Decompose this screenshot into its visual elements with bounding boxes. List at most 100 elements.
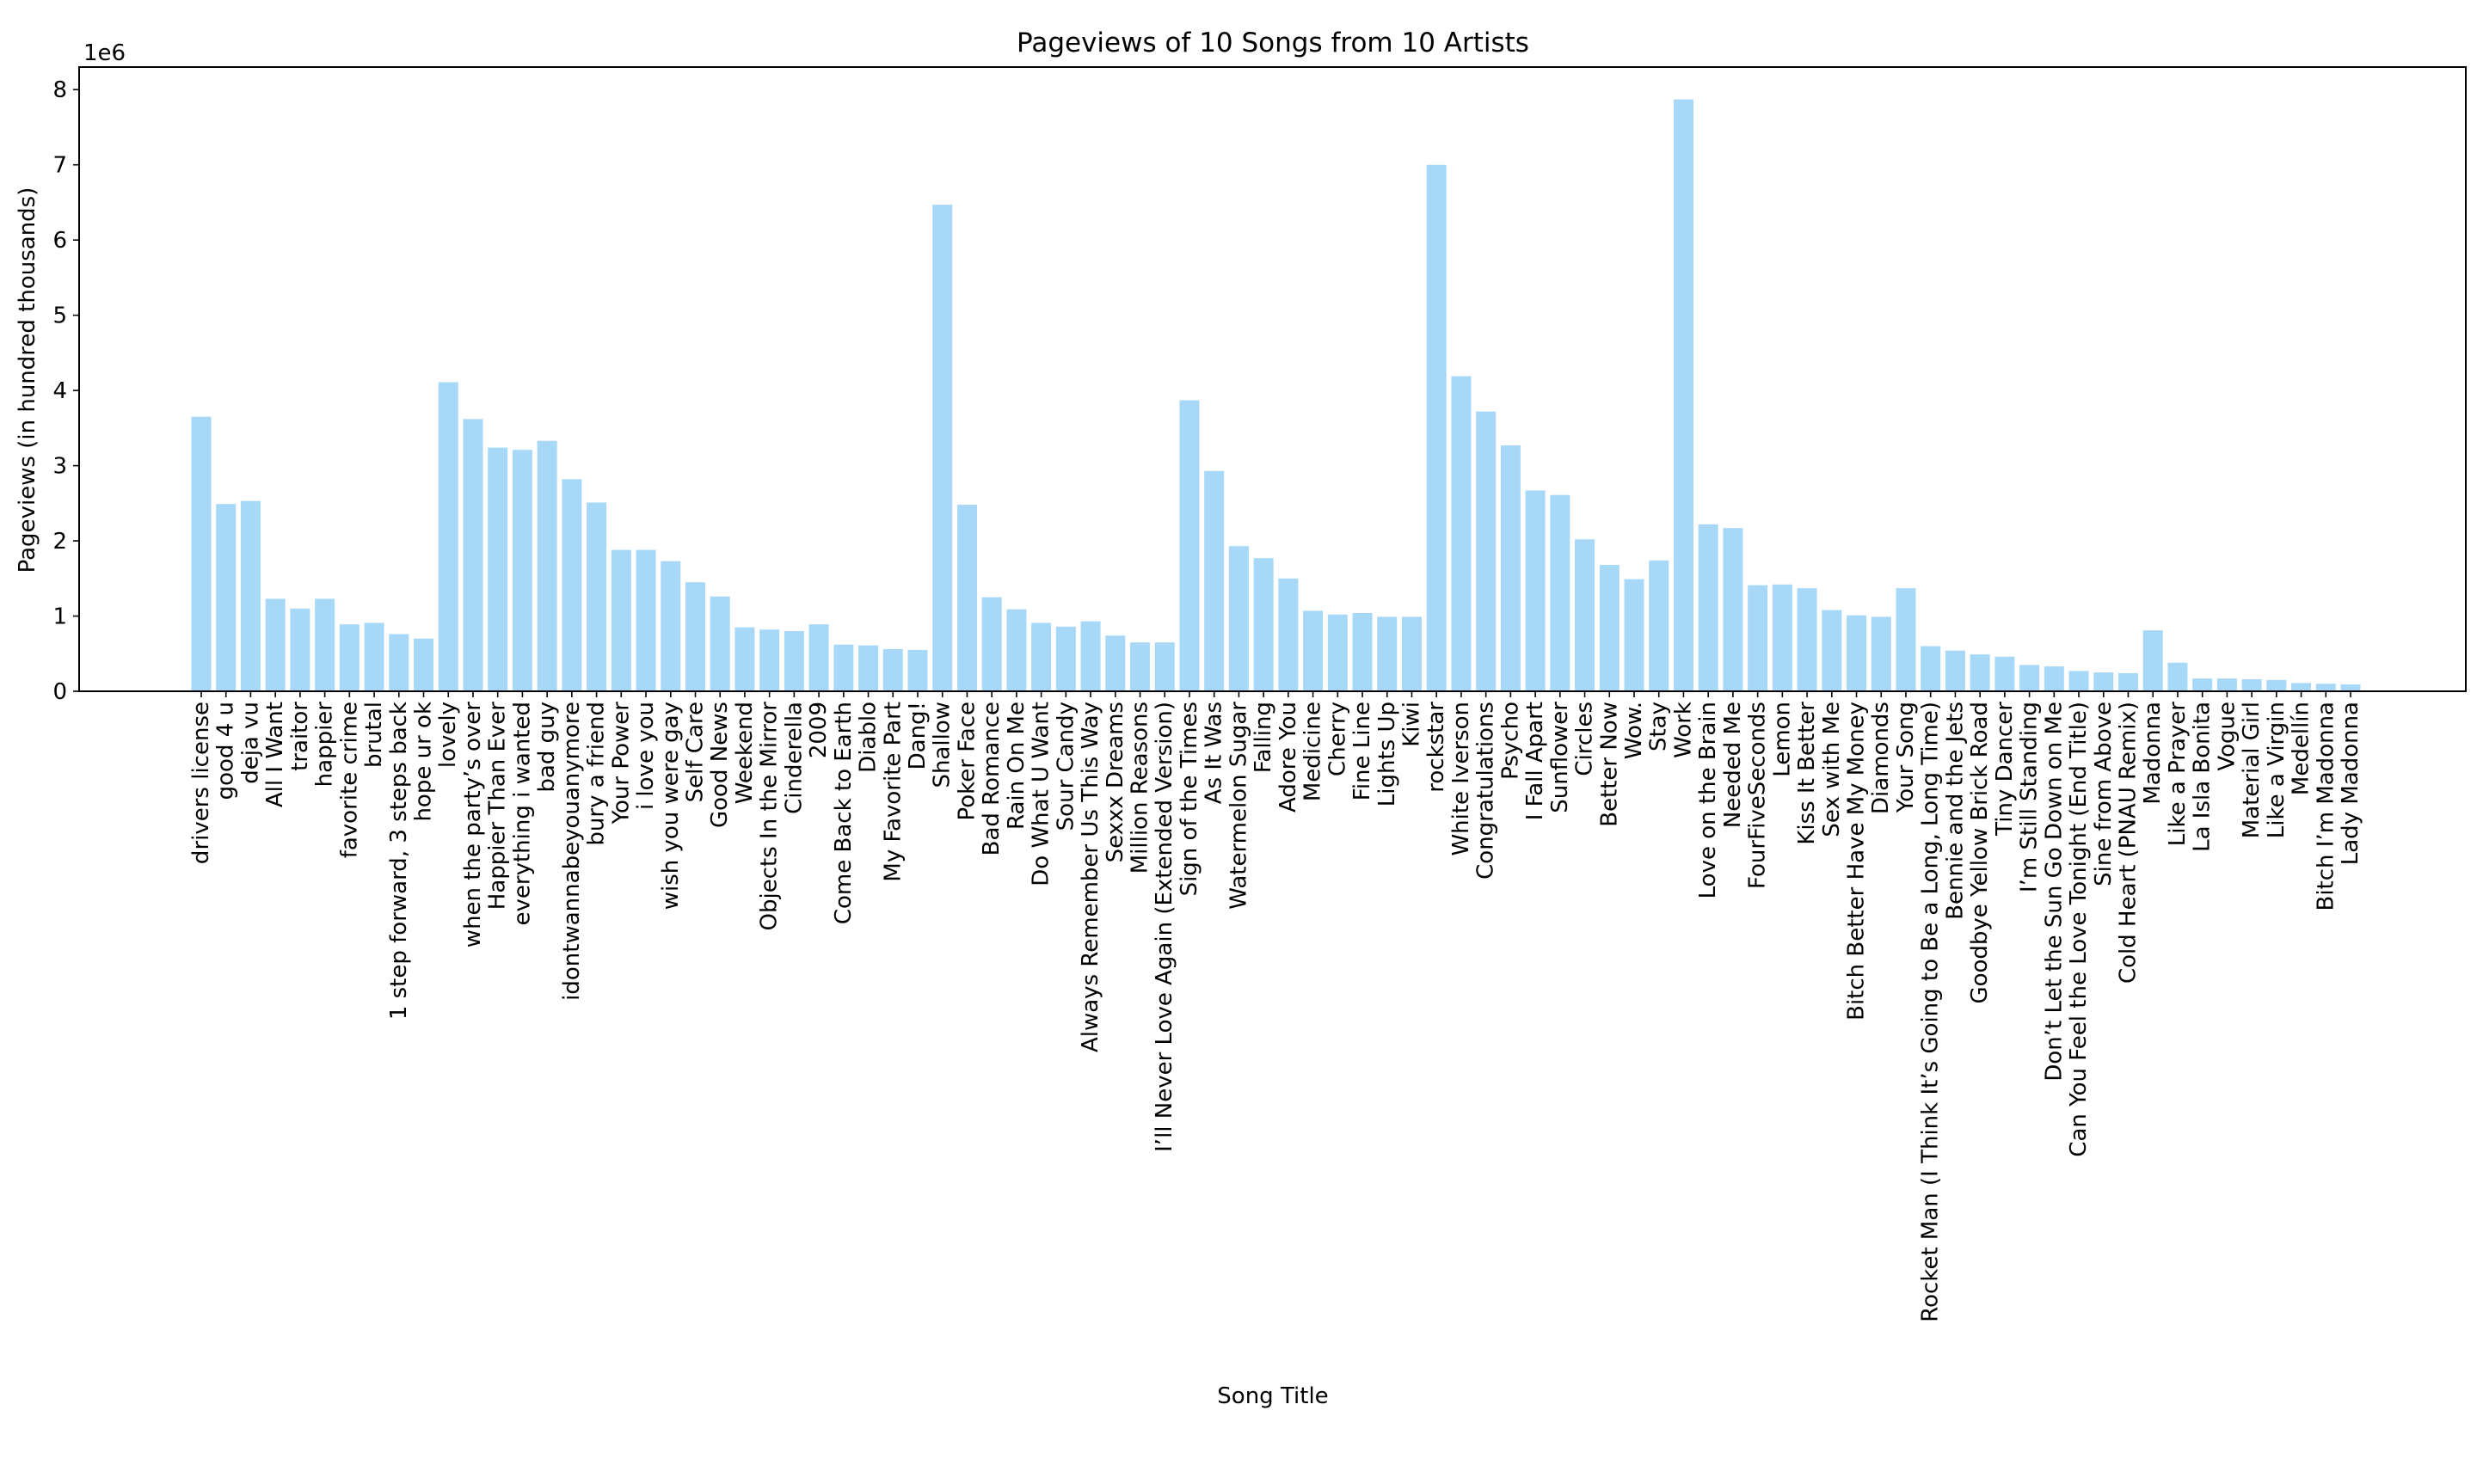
x-tick-label: wish you were gay [658,702,684,910]
x-tick-label: Adore You [1275,702,1301,813]
x-tick-label: La Isla Bonita [2190,702,2216,852]
x-tick-label: Watermelon Sugar [1226,702,1251,910]
bar [1921,646,1941,691]
x-tick-label: Your Song [1893,702,1919,813]
bar [2167,662,2188,691]
x-tick-label: Stay [1646,702,1672,751]
x-tick-label: White Iverson [1448,702,1474,856]
bar [265,598,286,691]
x-tick-label: favorite crime [336,702,362,858]
y-axis-label: Pageviews (in hundred thousands) [15,187,40,573]
bar [981,597,1002,691]
bar [414,638,434,691]
bar [1673,99,1693,692]
x-tick-label: traitor [287,702,313,771]
bar [1847,615,1867,691]
x-tick-label: I Fall Apart [1522,702,1548,820]
bar [685,582,705,691]
bar [2192,678,2213,691]
x-tick-label: good 4 u [213,702,239,800]
bar [1327,614,1348,691]
x-tick-label: As It Was [1202,702,1227,804]
bar [882,649,903,691]
bar [1575,539,1595,691]
bar [1130,642,1151,691]
x-tick-label: Rocket Man (I Think It’s Going to Be a L… [1918,702,1944,1322]
bar [636,549,656,691]
bar [1871,616,1891,691]
x-tick-label: Don’t Let the Sun Go Down on Me [2041,702,2067,1082]
x-tick-label: Wow. [1621,702,1647,759]
x-tick-label: Weekend [732,702,758,804]
x-tick-label: deja vu [237,702,263,784]
x-tick-label: Rain On Me [1004,702,1030,830]
bar [339,624,360,691]
bar [734,627,755,691]
bar [1772,584,1792,691]
y-tick-label: 8 [52,77,67,103]
x-tick-label: Medellín [2289,702,2314,795]
x-tick-label: My Favorite Part [880,702,906,882]
bar [389,634,409,691]
bar [1797,588,1817,691]
bar [2019,665,2040,691]
x-tick-label: i love you [633,702,659,810]
x-tick-label: hope ur ok [411,702,437,822]
bar [1624,579,1644,691]
x-tick-label: bad guy [534,702,560,793]
bar [191,416,212,691]
bar [290,608,310,691]
bar [2044,666,2064,691]
x-tick-label: Kiwi [1398,702,1424,747]
x-tick-label: FourFiveSeconds [1745,702,1771,889]
bar [463,419,483,691]
x-tick-label: Like a Virgin [2264,702,2290,838]
bar [1377,616,1398,691]
x-tick-label: Bitch Better Have My Money [1844,702,1870,1021]
bar [1031,622,1052,691]
bar [2068,671,2089,691]
bar [759,629,780,691]
bar [240,500,261,691]
x-tick-label: everything i wanted [509,702,535,925]
bar [1698,524,1718,691]
bar [1970,654,1990,691]
bar [1451,376,1472,691]
bar [537,440,557,691]
bar [587,502,607,691]
bar [512,450,532,691]
x-tick-label: rockstar [1423,702,1449,793]
bar [1500,445,1521,691]
bars-group [191,99,2361,692]
bar [932,205,953,691]
bar [956,505,977,691]
x-tick-label: lovely [435,702,461,768]
x-tick-label: Sunflower [1547,702,1573,813]
bar [2216,678,2237,691]
x-tick-label: Do What U Want [1029,702,1054,886]
x-tick-label: brutal [361,702,387,768]
bar [1253,558,1274,691]
bar [1822,610,1842,691]
bar [1945,650,1965,691]
y-tick-label: 3 [52,454,67,480]
x-axis-label: Song Title [1217,1383,1328,1409]
bar [1105,635,1126,691]
y-tick-label: 6 [52,228,67,254]
bar [1278,578,1299,691]
bar [2315,684,2336,691]
bar [1550,494,1570,691]
x-tick-label: Madonna [2140,702,2166,805]
x-tick-label: Fine Line [1349,702,1375,800]
bar [1179,400,1200,691]
x-tick-label: Cold Heart (PNAU Remix) [2115,702,2141,984]
x-tick-label: Bad Romance [979,702,1005,855]
x-tick-label: Like a Prayer [2165,702,2191,847]
x-tick-label: Diamonds [1868,702,1894,814]
bar [1352,613,1373,691]
bar [562,479,582,691]
bar [1995,656,2015,691]
x-tick-label: Lights Up [1374,702,1400,806]
